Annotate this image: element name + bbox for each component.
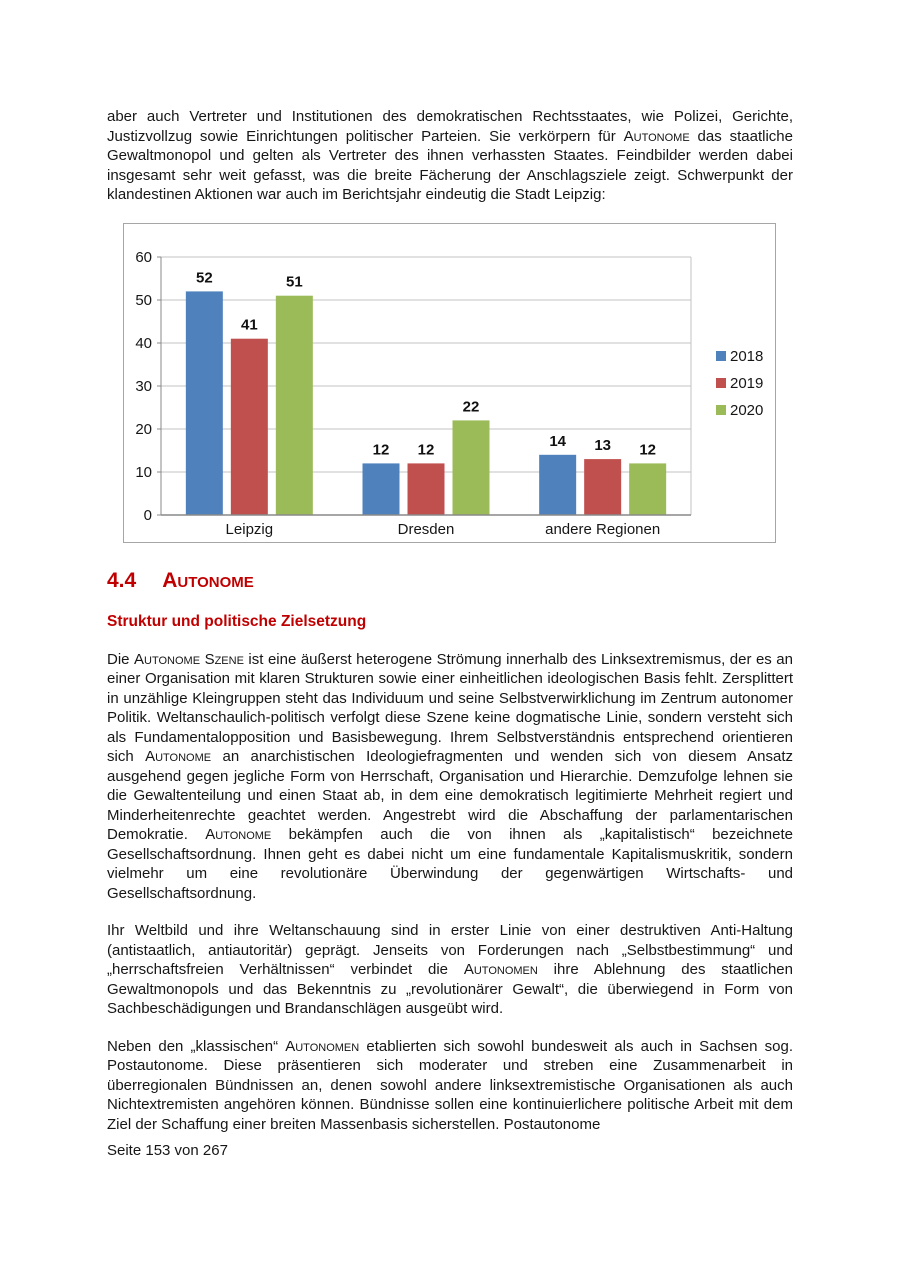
y-tick-label: 20 [135, 421, 152, 438]
text-run: Ihr Weltbild und ihre Weltanschauung sin… [107, 922, 793, 978]
text-run: bekämpfen auch die von ihnen als „kapita… [107, 826, 793, 902]
legend-label-2020: 2020 [730, 402, 763, 419]
text-run: das staatliche Gewaltmonopol und gelten … [107, 127, 793, 204]
smallcaps-term: Autonomen [285, 1037, 360, 1055]
subsection-heading: Struktur und politische Zielsetzung [107, 612, 367, 630]
text-run: aber auch Vertreter und Institutionen de… [107, 108, 793, 145]
bar-value-label: 12 [373, 441, 390, 458]
smallcaps-term: Autonomen [463, 961, 538, 978]
x-category-label: andere Regionen [545, 521, 660, 538]
legend-swatch-2020 [716, 404, 726, 415]
x-category-label: Dresden [398, 521, 455, 538]
y-tick-label: 50 [135, 292, 152, 309]
bar-value-label: 12 [639, 441, 656, 458]
bar-2019-Dresden [407, 462, 445, 515]
text-run: Die [107, 650, 135, 668]
bar-2018-Dresden [362, 462, 400, 515]
y-tick-label: 10 [135, 464, 152, 481]
bar-value-label: 13 [594, 437, 611, 454]
y-tick-label: 0 [144, 507, 152, 524]
y-tick-label: 40 [135, 335, 152, 352]
text-run: Neben den „klassischen“ [107, 1037, 286, 1055]
text-run: etablierten sich sowohl bundesweit als a… [107, 1037, 793, 1133]
section-heading: 4.4 Autonome [107, 569, 793, 592]
bar-2019-Leipzig [230, 338, 268, 515]
bar-value-label: 41 [241, 316, 258, 333]
x-category-label: Leipzig [226, 521, 274, 538]
y-tick-label: 60 [135, 249, 152, 266]
bar-value-label: 52 [196, 269, 213, 286]
legend-label-2019: 2019 [730, 375, 763, 392]
bar-2020-Dresden [452, 419, 490, 515]
bar-2018-andere Regionen [539, 454, 577, 515]
smallcaps-term: Autonome [145, 748, 212, 765]
bar-2019-andere Regionen [584, 458, 622, 515]
text-run: an anarchistischen Ideologiefragmenten u… [107, 748, 794, 843]
intro-paragraph: aber auch Vertreter und Institutionen de… [107, 107, 793, 205]
body-paragraph-1: Die Autonome Szene ist eine äußerst hete… [107, 650, 793, 904]
bar-value-label: 14 [549, 432, 566, 449]
smallcaps-term: Autonome [205, 826, 272, 843]
text-run: ihre Ablehnung des staatlichen Gewaltmon… [107, 961, 793, 1017]
smallcaps-term: Autonome Szene [134, 650, 244, 668]
legend-label-2018: 2018 [730, 348, 763, 365]
page-footer: Seite 153 von 267 [107, 1142, 228, 1159]
bar-value-label: 22 [463, 398, 480, 415]
legend-swatch-2019 [716, 377, 726, 388]
section-number: 4.4 [107, 568, 137, 592]
section-title: Autonome [162, 568, 254, 592]
bar-2020-andere Regionen [629, 462, 667, 515]
legend-swatch-2018 [716, 350, 726, 361]
smallcaps-term: Autonome [623, 127, 690, 145]
bar-chart-canvas: 0 10 20 30 40 50 60 52 41 51 Leipzig 12 12 22 Dresden 1… [135, 249, 763, 538]
body-paragraph-2: Ihr Weltbild und ihre Weltanschauung sin… [107, 921, 793, 1019]
bar-value-label: 12 [418, 441, 435, 458]
bar-2020-Leipzig [275, 295, 313, 515]
text-run: ist eine äußerst heterogene Strömung inn… [107, 650, 793, 766]
bar-value-label: 51 [286, 273, 303, 290]
bar-2018-Leipzig [185, 290, 223, 515]
y-tick-label: 30 [135, 378, 152, 395]
incidents-bar-chart: 0 10 20 30 40 50 60 52 41 51 Leipzig 12 12 22 Dresden 1… [123, 222, 776, 543]
body-paragraph-3: Neben den „klassischen“ Autonomen etabli… [107, 1037, 793, 1135]
